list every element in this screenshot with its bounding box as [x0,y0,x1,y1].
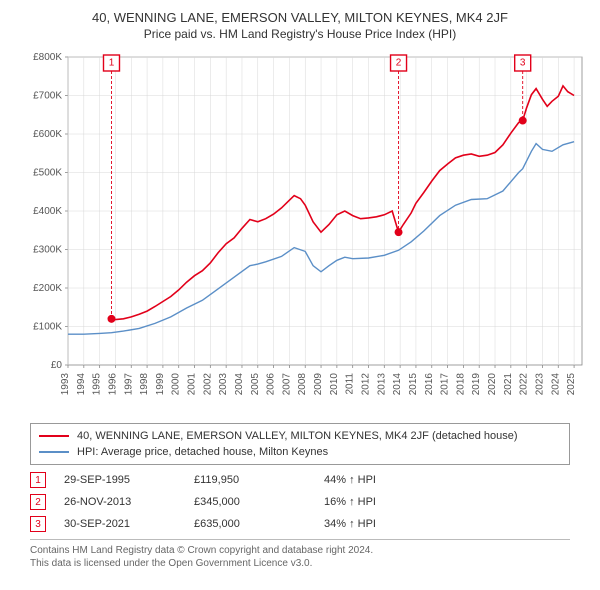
x-tick-label: 2008 [297,373,308,396]
x-tick-label: 1999 [155,373,166,396]
x-tick-label: 2018 [455,373,466,396]
marker-number: 1 [109,58,115,69]
y-tick-label: £600K [33,129,62,140]
transaction-price: £119,950 [194,474,324,486]
y-tick-label: £200K [33,283,62,294]
y-tick-label: £100K [33,322,62,333]
x-tick-label: 2002 [202,373,213,396]
x-tick-label: 2001 [187,373,198,396]
x-tick-label: 2019 [471,373,482,396]
x-tick-label: 1998 [139,373,150,396]
transaction-date: 26-NOV-2013 [64,496,194,508]
x-tick-label: 2015 [408,373,419,396]
x-tick-label: 2016 [424,373,435,396]
chart-area: £0 £100K £200K £300K £400K £500K £600K £700K £80… [10,47,590,417]
x-tick-label: 2004 [234,373,245,396]
marker-number: 2 [396,58,402,69]
y-tick-label: £0 [51,360,63,371]
x-tick-label: 1997 [123,373,134,396]
legend-label: 40, WENNING LANE, EMERSON VALLEY, MILTON… [77,430,518,442]
transaction-badge: 2 [30,494,46,510]
marker-dot [395,228,403,236]
transactions-table: 1 29-SEP-1995£119,95044% ↑ HPI 2 26-NOV-201… [30,469,570,535]
transaction-row: 1 29-SEP-1995£119,95044% ↑ HPI [30,469,570,491]
x-tick-label: 2005 [250,373,261,396]
x-tick-label: 2011 [345,373,356,395]
x-tick-label: 2020 [487,373,498,396]
x-tick-label: 2000 [171,373,182,396]
transaction-date: 29-SEP-1995 [64,474,194,486]
x-tick-label: 2003 [218,373,229,396]
transaction-price: £635,000 [194,518,324,530]
transaction-delta: 16% ↑ HPI [324,496,454,508]
legend-label: HPI: Average price, detached house, Milt… [77,446,328,458]
y-tick-label: £300K [33,245,62,256]
chart-title: 40, WENNING LANE, EMERSON VALLEY, MILTON… [10,10,590,25]
footnote: Contains HM Land Registry data © Crown c… [30,539,570,570]
legend-swatch [39,451,69,453]
marker-number: 3 [520,58,526,69]
x-tick-label: 2022 [519,373,530,396]
y-tick-label: £400K [33,206,62,217]
x-tick-label: 2024 [550,373,561,396]
transaction-row: 2 26-NOV-2013£345,00016% ↑ HPI [30,491,570,513]
legend-row: 40, WENNING LANE, EMERSON VALLEY, MILTON… [39,428,561,444]
transaction-delta: 44% ↑ HPI [324,474,454,486]
x-tick-label: 2012 [360,373,371,396]
transaction-badge: 1 [30,472,46,488]
x-tick-label: 2009 [313,373,324,396]
x-tick-label: 1996 [107,373,118,396]
transaction-badge: 3 [30,516,46,532]
x-tick-label: 2025 [566,373,577,396]
x-tick-label: 2021 [503,373,514,396]
footnote-line: Contains HM Land Registry data © Crown c… [30,544,570,557]
x-tick-label: 2017 [440,373,451,396]
x-tick-label: 2014 [392,373,403,396]
x-tick-label: 2007 [281,373,292,396]
x-tick-label: 2010 [329,373,340,396]
marker-dot [107,315,115,323]
x-tick-label: 1995 [92,373,103,396]
legend-row: HPI: Average price, detached house, Milt… [39,444,561,460]
x-tick-label: 1994 [76,373,87,396]
marker-dot [519,117,527,125]
transaction-price: £345,000 [194,496,324,508]
line-chart: £0 £100K £200K £300K £400K £500K £600K £700K £80… [10,47,590,417]
legend: 40, WENNING LANE, EMERSON VALLEY, MILTON… [30,423,570,465]
y-tick-label: £800K [33,52,62,63]
y-tick-label: £700K [33,91,62,102]
x-tick-label: 2006 [266,373,277,396]
y-tick-label: £500K [33,168,62,179]
transaction-row: 3 30-SEP-2021£635,00034% ↑ HPI [30,513,570,535]
chart-subtitle: Price paid vs. HM Land Registry's House … [10,27,590,41]
x-tick-label: 2013 [376,373,387,396]
x-tick-label: 2023 [534,373,545,396]
x-tick-label: 1993 [60,373,71,396]
legend-swatch [39,435,69,437]
transaction-delta: 34% ↑ HPI [324,518,454,530]
transaction-date: 30-SEP-2021 [64,518,194,530]
footnote-line: This data is licensed under the Open Gov… [30,557,570,570]
